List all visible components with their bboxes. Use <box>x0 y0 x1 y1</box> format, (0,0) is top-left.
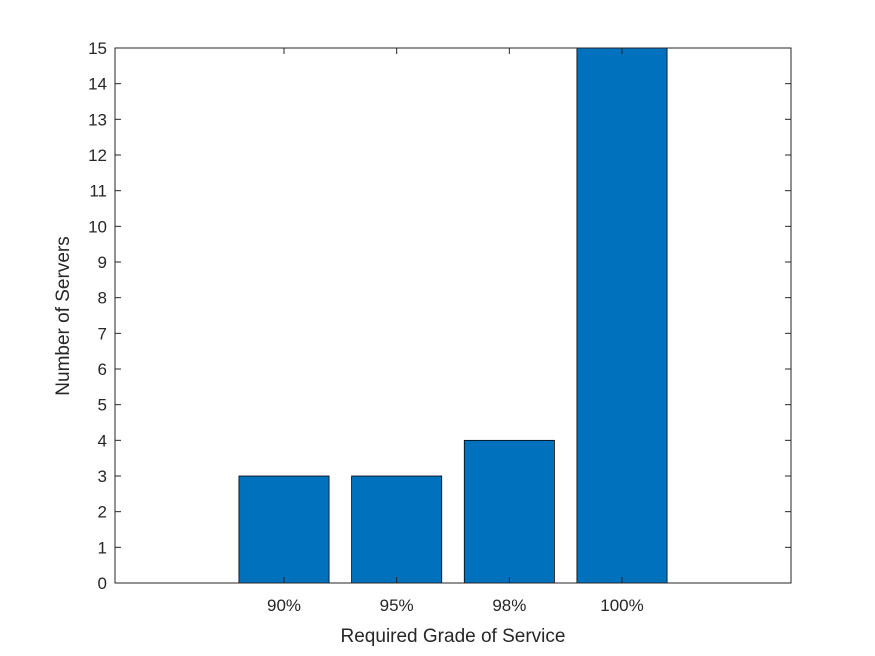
y-tick-label: 2 <box>98 503 107 522</box>
y-tick-label: 11 <box>89 182 107 201</box>
y-tick-label: 6 <box>98 360 107 379</box>
y-tick-label: 5 <box>98 396 107 415</box>
y-tick-label: 10 <box>88 217 107 236</box>
axes-box <box>114 47 792 584</box>
y-tick-label: 7 <box>98 324 107 343</box>
bar-100pct <box>576 47 668 584</box>
x-tick-label: 100% <box>600 596 643 615</box>
y-tick-label: 1 <box>98 538 107 557</box>
bar-98pct <box>463 439 555 584</box>
y-tick-label: 12 <box>88 146 107 165</box>
y-tick-label: 14 <box>88 75 107 94</box>
x-tick-label: 90% <box>267 596 301 615</box>
x-tick-label: 95% <box>380 596 414 615</box>
y-tick-label: 8 <box>98 289 107 308</box>
y-tick-label: 15 <box>88 39 107 58</box>
bar-90pct <box>238 475 330 584</box>
plot-area <box>115 48 791 583</box>
y-tick-label: 4 <box>98 431 107 450</box>
y-tick-label: 3 <box>98 467 107 486</box>
x-tick-label: 98% <box>492 596 526 615</box>
bar-95pct <box>351 475 443 584</box>
y-tick-label: 9 <box>98 253 107 272</box>
y-tick-label: 13 <box>88 110 107 129</box>
y-axis-label: Number of Servers <box>53 236 74 395</box>
y-tick-label: 0 <box>98 574 107 593</box>
x-tick-labels: 90% 95% 98% 100% <box>267 596 644 615</box>
x-axis-label: Required Grade of Service <box>341 626 566 647</box>
bars-group <box>238 47 668 584</box>
